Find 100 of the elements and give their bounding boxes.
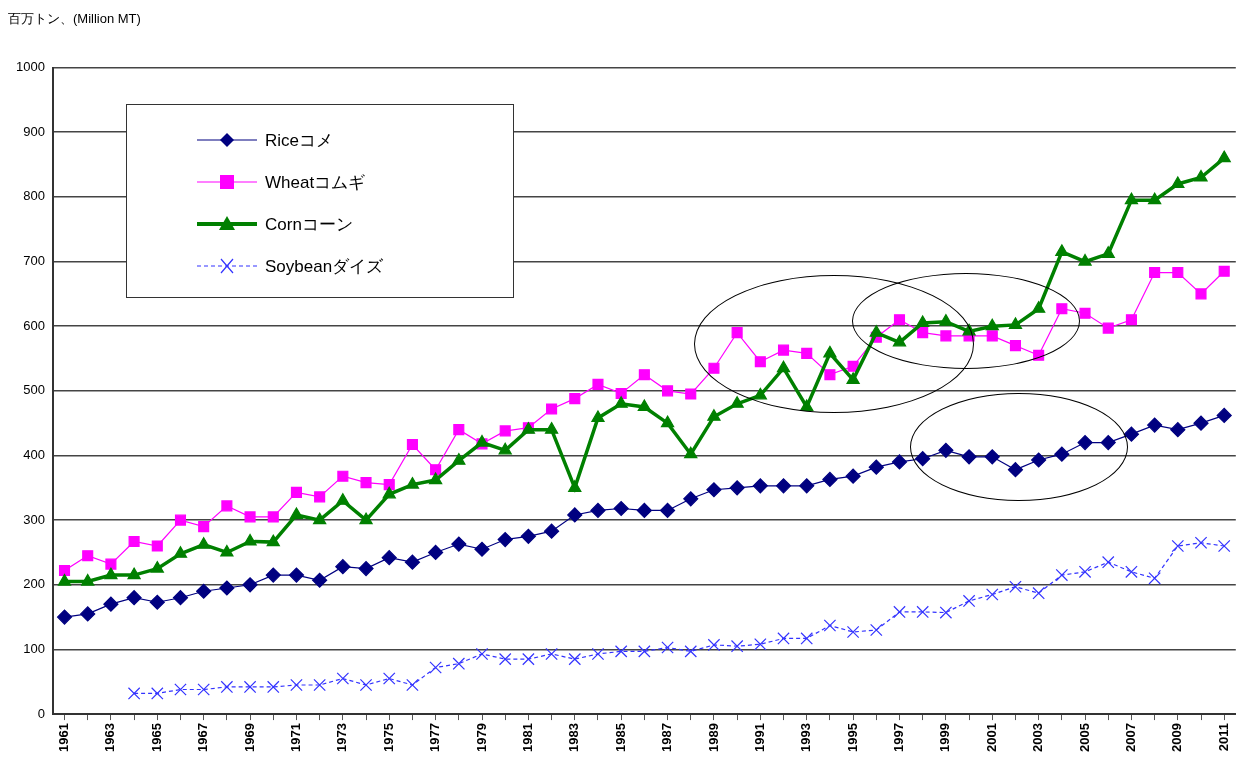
point	[754, 638, 767, 651]
point	[475, 647, 489, 661]
point	[961, 449, 977, 465]
point	[1009, 580, 1022, 593]
point	[312, 512, 327, 525]
point	[1009, 340, 1022, 352]
point	[498, 442, 512, 455]
point	[1102, 322, 1114, 334]
point	[1054, 446, 1070, 462]
point	[174, 514, 187, 526]
point	[1078, 565, 1092, 579]
point	[659, 502, 676, 519]
x-tick-label: 2005	[1076, 723, 1092, 752]
point	[198, 521, 210, 533]
point	[267, 511, 279, 523]
point	[452, 657, 466, 670]
y-tick-label: 300	[23, 511, 45, 527]
point	[683, 491, 699, 507]
point	[938, 442, 954, 458]
point	[614, 396, 628, 408]
point	[80, 606, 96, 622]
point	[312, 572, 328, 588]
x-tick-label: 1961	[56, 723, 72, 752]
point	[1172, 266, 1184, 279]
point	[82, 550, 94, 562]
x-tick-label: 1989	[705, 723, 721, 752]
x-tick-label: 1967	[195, 723, 211, 752]
x-tick-label: 1971	[288, 723, 304, 752]
point	[684, 446, 698, 459]
point	[149, 594, 165, 610]
point	[1008, 317, 1023, 329]
point	[406, 678, 419, 692]
x-tick-label: 2011	[1215, 723, 1231, 752]
point	[662, 385, 674, 397]
point	[1216, 407, 1232, 424]
y-tick-label: 500	[23, 382, 45, 398]
point	[800, 632, 813, 645]
point	[569, 393, 581, 405]
y-tick-label: 1000	[16, 59, 45, 75]
point	[126, 590, 142, 606]
point	[590, 502, 606, 519]
point	[985, 318, 999, 331]
point	[661, 641, 674, 654]
point	[917, 327, 929, 339]
x-tick-label: 1965	[148, 723, 164, 752]
point	[1218, 265, 1230, 277]
point	[1217, 150, 1231, 163]
y-tick-label: 200	[23, 576, 45, 592]
point	[57, 573, 72, 586]
point	[846, 372, 860, 384]
point	[1147, 417, 1163, 433]
point	[360, 477, 372, 489]
legend-label: Riceコメ	[265, 129, 334, 152]
point	[731, 327, 743, 339]
point	[520, 528, 536, 544]
point	[151, 540, 163, 552]
point	[824, 369, 836, 381]
point	[707, 638, 721, 652]
point	[962, 594, 976, 608]
point	[1194, 536, 1208, 550]
x-tick-label: 1991	[751, 723, 767, 752]
x-tick-label: 1975	[380, 723, 396, 752]
point	[382, 486, 396, 499]
point	[267, 680, 280, 694]
point	[219, 580, 235, 596]
point	[336, 672, 350, 685]
point	[939, 606, 953, 619]
point	[1148, 572, 1161, 585]
point	[568, 652, 582, 666]
point	[173, 546, 188, 558]
point	[776, 360, 791, 373]
point	[800, 399, 814, 412]
point	[1123, 426, 1140, 442]
point	[105, 558, 117, 570]
x-tick-label: 1983	[566, 723, 582, 752]
x-tick-label: 1969	[241, 723, 257, 752]
point	[1077, 434, 1093, 451]
y-tick-label: 100	[23, 641, 45, 657]
point	[893, 605, 906, 619]
point	[56, 609, 73, 625]
point	[1100, 434, 1116, 451]
point	[174, 683, 187, 696]
x-tick-label: 1985	[612, 723, 628, 752]
point	[614, 645, 628, 658]
x-tick-label: 1979	[473, 723, 489, 752]
x-tick-label: 1981	[519, 723, 535, 752]
x-tick-label: 1987	[659, 723, 675, 752]
point	[127, 567, 141, 580]
point	[892, 334, 907, 347]
y-tick-label: 700	[23, 253, 45, 269]
point	[220, 544, 234, 557]
point	[359, 678, 373, 692]
point	[1101, 246, 1115, 258]
point	[986, 330, 998, 342]
x-tick-label: 2007	[1123, 723, 1139, 752]
y-axis-title: 百万トン、(Million MT)	[8, 11, 141, 27]
point	[638, 369, 650, 381]
point	[568, 480, 582, 492]
point	[753, 387, 767, 400]
point	[637, 399, 652, 412]
